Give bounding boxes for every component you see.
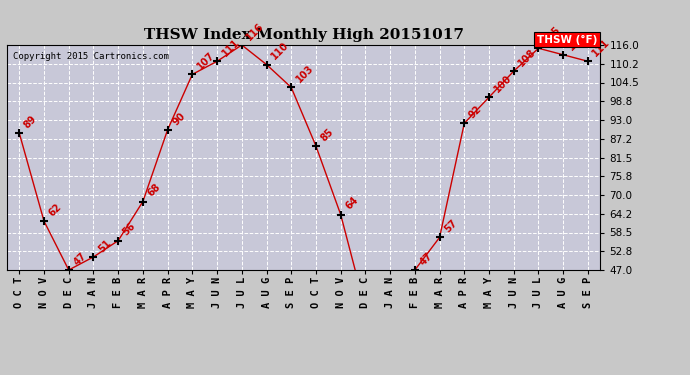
Text: 35: 35: [0, 374, 1, 375]
Text: 107: 107: [195, 50, 217, 72]
Text: 115: 115: [541, 24, 562, 45]
Text: 108: 108: [517, 47, 538, 68]
Text: 62: 62: [47, 202, 63, 218]
Text: 57: 57: [442, 218, 459, 235]
Text: 85: 85: [319, 127, 335, 143]
Text: 89: 89: [22, 114, 39, 130]
Text: 56: 56: [121, 221, 137, 238]
Text: 47: 47: [72, 251, 88, 267]
Text: 103: 103: [294, 63, 315, 85]
Title: THSW Index Monthly High 20151017: THSW Index Monthly High 20151017: [144, 28, 464, 42]
Text: 64: 64: [344, 195, 360, 212]
Text: 51: 51: [96, 237, 113, 254]
Text: 116: 116: [244, 21, 266, 42]
Text: Copyright 2015 Cartronics.com: Copyright 2015 Cartronics.com: [13, 52, 169, 61]
Text: 110: 110: [269, 40, 290, 62]
Text: 113: 113: [566, 31, 587, 52]
Text: 111: 111: [220, 37, 242, 58]
Text: 90: 90: [170, 110, 187, 127]
Text: 29: 29: [0, 374, 1, 375]
Text: 111: 111: [591, 37, 612, 58]
Text: 47: 47: [417, 251, 434, 267]
Text: THSW (°F): THSW (°F): [537, 35, 598, 45]
Text: 92: 92: [467, 104, 484, 120]
Text: 100: 100: [492, 73, 513, 94]
Text: 68: 68: [146, 182, 162, 199]
